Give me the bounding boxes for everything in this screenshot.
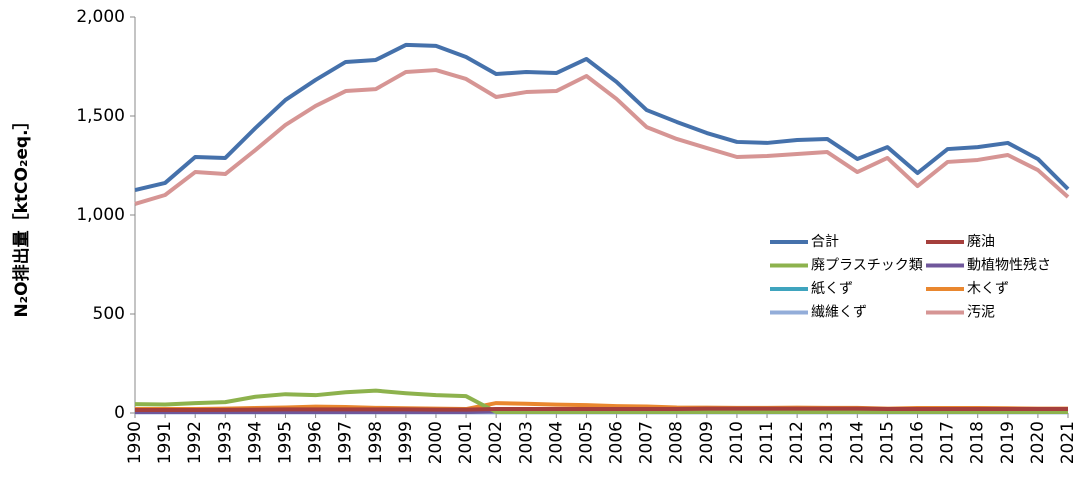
x-tick-label: 2012 <box>787 421 807 464</box>
x-tick-label: 2006 <box>607 421 627 464</box>
x-tick-label: 2011 <box>757 421 777 464</box>
series-line <box>134 42 1070 192</box>
x-tick-label: 1990 <box>125 421 145 464</box>
x-tick-label: 2008 <box>667 421 687 464</box>
x-tick-label: 1998 <box>366 421 386 464</box>
x-tick-label: 2016 <box>908 421 928 464</box>
x-tick-label: 2007 <box>637 421 657 464</box>
legend-label: 汚泥 <box>967 305 995 321</box>
x-tick-label: 1993 <box>215 421 235 464</box>
x-tick-label: 2013 <box>817 421 837 464</box>
x-tick-label: 1992 <box>185 421 205 464</box>
x-tick-label: 2002 <box>486 421 506 464</box>
y-tick-label: 500 <box>93 304 125 324</box>
x-tick-label: 2014 <box>847 421 867 464</box>
x-tick-label: 2009 <box>697 421 717 464</box>
x-tick-label: 1991 <box>155 421 175 464</box>
x-tick-label: 1999 <box>396 421 416 464</box>
x-tick-label: 2017 <box>938 421 958 464</box>
legend-label: 動植物性残さ <box>967 258 1051 274</box>
y-tick-label: 2,000 <box>76 7 125 27</box>
x-tick-label: 2004 <box>546 421 566 464</box>
legend-label: 木くず <box>967 281 1009 297</box>
x-tick-label: 2021 <box>1058 421 1078 464</box>
x-tick-label: 1995 <box>275 421 295 464</box>
x-tick-label: 2001 <box>456 421 476 464</box>
x-tick-label: 2015 <box>877 421 897 464</box>
series-line <box>134 68 1070 206</box>
y-tick-label: 0 <box>114 403 125 423</box>
legend-label: 合計 <box>811 234 839 250</box>
y-axis-label: N₂O排出量［ktCO₂eq.］ <box>11 112 32 317</box>
legend-label: 廃プラスチック類 <box>811 257 923 274</box>
legend-label: 廃油 <box>967 233 995 250</box>
x-tick-label: 2020 <box>1028 421 1048 464</box>
x-tick-label: 2005 <box>576 421 596 464</box>
x-tick-label: 2018 <box>968 421 988 464</box>
x-tick-label: 2003 <box>516 421 536 464</box>
x-tick-label: 1997 <box>336 421 356 464</box>
series-line <box>134 388 1068 415</box>
x-tick-label: 2019 <box>998 421 1018 464</box>
x-tick-label: 2000 <box>426 421 446 464</box>
x-tick-label: 1994 <box>245 421 265 464</box>
y-tick-label: 1,000 <box>76 205 125 225</box>
legend-label: 紙くず <box>811 281 853 297</box>
y-tick-label: 1,500 <box>76 106 125 126</box>
series-line <box>135 406 1068 413</box>
x-tick-label: 2010 <box>727 421 747 464</box>
legend-label: 繊維くず <box>811 305 867 321</box>
x-tick-label: 1996 <box>306 421 326 464</box>
